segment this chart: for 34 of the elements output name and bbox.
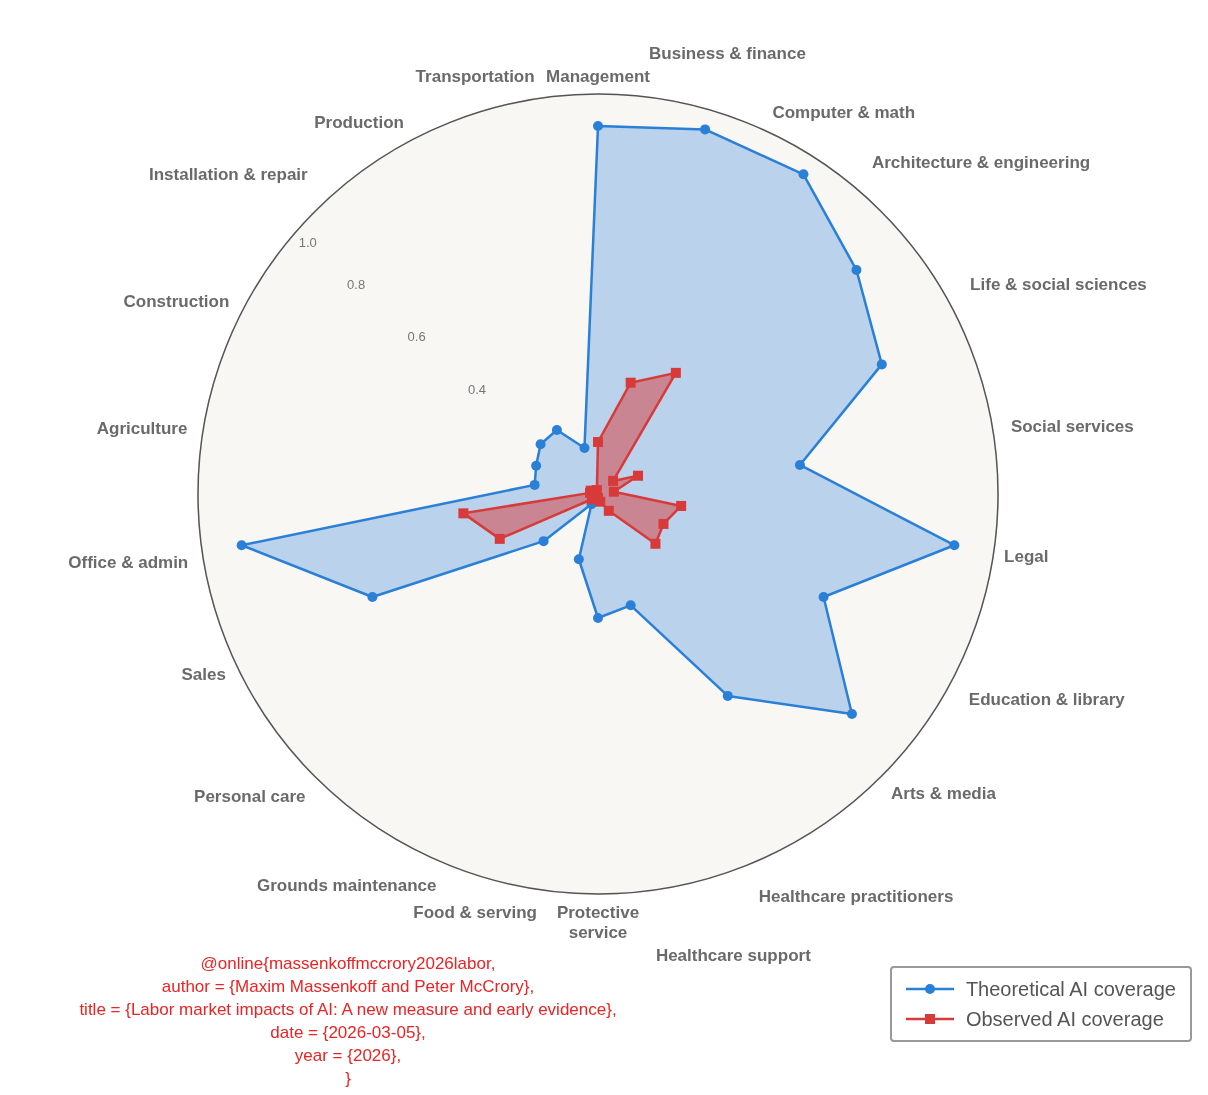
spoke-label: Transportation	[415, 66, 535, 86]
spoke-label: Office & admin	[68, 552, 189, 572]
text: date = {2026-03-05},	[269, 1022, 427, 1044]
spoke-label: Sales	[181, 664, 226, 684]
spoke-label: Protective service	[556, 902, 640, 942]
y-tick-label: 0.8	[347, 276, 366, 292]
text: @online{massenkoffmccrory2026labor,	[200, 954, 496, 973]
spoke-label: Business & finance	[649, 43, 806, 63]
spoke-label: Healthcare practitioners	[758, 886, 954, 906]
y-tick-label: 1.0	[298, 235, 317, 251]
text: year = {2026},	[293, 1045, 403, 1067]
spoke-label: Management	[546, 66, 651, 86]
spoke-label: Installation & repair	[148, 164, 309, 184]
text: title = {Labor market impacts of AI: A new measure and early evidence},	[78, 999, 618, 1021]
spoke-label: Computer & math	[772, 102, 916, 122]
y-tick-label: 0.4	[468, 381, 487, 397]
spoke-label: Food & serving	[413, 902, 537, 922]
legend-label: Theoretical AI coverage	[965, 977, 1176, 1001]
spoke-label: Grounds maintenance	[257, 875, 437, 895]
spoke-label: Social services	[1010, 416, 1134, 436]
text: }	[344, 1068, 352, 1090]
spoke-label: Construction	[123, 291, 230, 311]
text: author = {Maxim Massenkoff and Peter McCrory},	[160, 976, 536, 998]
legend-label: Observed AI coverage	[965, 1007, 1164, 1031]
y-tick-label: 0.6	[407, 329, 426, 345]
spoke-label: Life & social sciences	[970, 274, 1147, 294]
spoke-label: Arts & media	[891, 783, 997, 803]
spoke-label: Education & library	[968, 689, 1126, 709]
spoke-label: Legal	[1004, 546, 1049, 566]
spoke-label: Production	[314, 112, 404, 132]
spoke-label: Architecture & engineering	[871, 152, 1091, 172]
spoke-label: Agriculture	[96, 418, 188, 438]
spoke-label: Personal care	[194, 786, 306, 806]
spoke-label: Healthcare support	[655, 945, 812, 965]
